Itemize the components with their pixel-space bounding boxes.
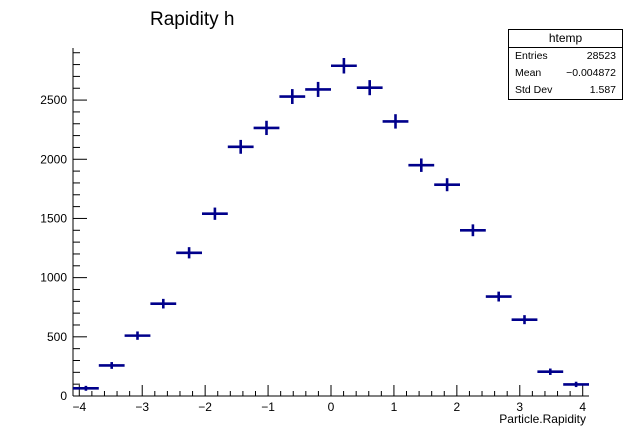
x-tick-label: 4: [579, 400, 586, 414]
y-tick-label: 1000: [40, 271, 67, 285]
stats-row-entries: Entries 28523: [509, 48, 622, 65]
histogram-bin: [305, 81, 331, 97]
x-axis-label: Particle.Rapidity: [499, 412, 586, 426]
x-tick-label: −4: [72, 400, 86, 414]
x-tick-label: 3: [516, 400, 523, 414]
chart-title: Rapidity h: [150, 9, 235, 30]
x-tick-label: −3: [135, 400, 149, 414]
x-tick-label: 0: [328, 400, 335, 414]
stats-row-stddev: Std Dev 1.587: [509, 82, 622, 99]
histogram-bin: [485, 291, 512, 302]
histogram-bin: [563, 381, 589, 388]
y-tick-label: 2000: [40, 152, 67, 166]
x-tick-label: −1: [261, 400, 275, 414]
stats-label: Entries: [515, 50, 548, 62]
axes: [72, 48, 589, 397]
histogram-bin: [408, 158, 435, 172]
histogram-bin: [331, 58, 357, 74]
stats-value: −0.004872: [566, 67, 616, 79]
histogram-bin: [537, 368, 564, 375]
stats-box-title: htemp: [509, 30, 622, 48]
y-tick-label: 1500: [40, 211, 67, 225]
data-marks: [73, 58, 589, 391]
histogram-bin: [73, 385, 99, 391]
stats-label: Std Dev: [515, 84, 553, 96]
histogram-bin: [124, 331, 151, 340]
histogram-bin: [434, 178, 460, 192]
stats-label: Mean: [515, 67, 542, 79]
x-tick-label: 2: [454, 400, 461, 414]
histogram-bin: [511, 315, 538, 325]
histogram-bin: [253, 120, 280, 136]
histogram-bin: [356, 80, 383, 96]
histogram-bin: [382, 114, 409, 129]
histogram-bin: [227, 139, 254, 154]
histogram-bin: [150, 298, 177, 309]
histogram-bin: [460, 224, 486, 237]
y-tick-label: 2500: [40, 93, 67, 107]
histogram-bin: [176, 247, 202, 259]
x-tick-label: −2: [198, 400, 212, 414]
x-tick-label: 1: [391, 400, 398, 414]
tick-labels: −4 −3 −2 −1 0 1 2 3 4 0 500 1000 1500 2000 2500: [40, 93, 586, 414]
stats-value: 28523: [586, 50, 616, 62]
stats-row-mean: Mean −0.004872: [509, 65, 622, 82]
stats-box: htemp Entries 28523 Mean −0.004872 Std D…: [508, 29, 623, 100]
histogram-bin: [202, 207, 228, 220]
y-tick-label: 0: [60, 389, 67, 403]
histogram-bin: [98, 362, 125, 369]
histogram-bin: [279, 89, 306, 104]
stats-value: 1.587: [589, 84, 616, 96]
y-tick-label: 500: [47, 330, 67, 344]
